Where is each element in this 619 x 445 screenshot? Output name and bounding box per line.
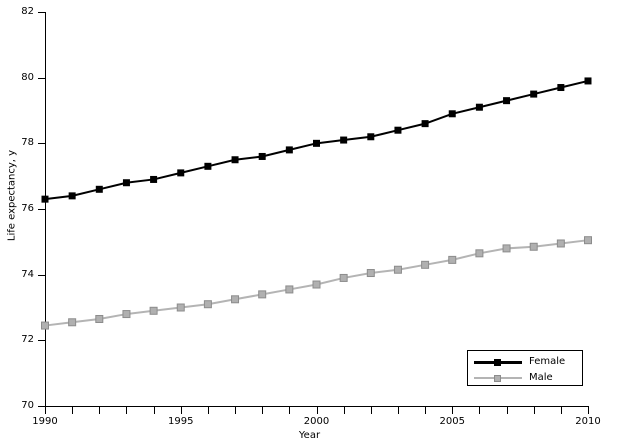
data-point [122,310,131,319]
x-axis-tick-label: 2010 [575,416,601,427]
data-point [176,303,185,312]
y-axis-line [45,12,46,406]
data-point [95,314,104,323]
x-axis-tick [533,407,535,414]
x-axis-tick [560,407,562,414]
data-point [41,321,49,330]
data-point [258,152,266,160]
data-point [584,236,592,245]
y-axis-tick [38,274,45,276]
data-point [285,146,293,154]
data-point [448,255,457,264]
data-point [529,242,538,251]
data-point [556,239,565,248]
x-axis-tick-label: 2005 [439,416,465,427]
y-axis-tick-label: 72 [21,334,34,346]
data-point [394,126,402,134]
x-axis-tick [370,407,372,414]
x-axis-tick-label: 2000 [303,416,330,427]
x-axis-tick [289,407,291,414]
legend-swatch-female [474,356,522,368]
x-axis-tick [397,407,399,414]
legend-swatch-male [474,372,522,384]
data-point [95,185,103,193]
data-point [339,273,348,282]
data-point [231,156,239,164]
series-male [41,236,592,330]
data-point [122,179,130,187]
chart-legend: Female Male [467,350,583,386]
x-axis-tick-label: 1995 [168,416,194,427]
legend-marker-male [494,375,501,382]
x-axis-tick [207,407,209,414]
data-point [312,280,321,289]
legend-marker-female [494,359,501,366]
data-point [584,77,592,85]
data-point [475,103,483,111]
data-point [68,318,77,327]
series-female [41,77,592,203]
data-point [313,139,320,147]
y-axis-tick-label: 76 [21,203,34,214]
data-point [258,290,267,299]
x-axis-tick-label: 1990 [32,416,58,427]
data-point [150,175,158,183]
data-point [177,169,185,177]
data-point [448,110,456,118]
data-point [421,260,430,269]
legend-item-female: Female [474,355,565,369]
data-point [41,195,49,203]
data-point [367,133,375,141]
data-point [530,90,538,98]
x-axis-tick [72,407,74,414]
data-point [204,162,212,170]
x-axis-line [45,406,589,407]
data-point [366,269,375,278]
data-point [393,265,402,274]
x-axis-tick [479,407,481,414]
x-axis-tick [45,407,46,414]
y-axis-tick-label: 82 [21,6,34,17]
data-point [285,285,294,294]
y-axis-tick [38,143,45,145]
legend-label-male: Male [529,372,553,383]
y-axis-tick-label: 74 [21,268,34,280]
data-point [503,97,511,105]
x-axis-tick [126,407,128,414]
x-axis-tick [180,407,182,414]
data-point [502,244,511,253]
y-axis-tick [38,406,45,407]
x-axis-tick [425,407,427,414]
x-axis-tick [262,407,264,414]
data-point [557,84,565,92]
data-point [68,192,76,200]
data-point [421,120,429,128]
y-axis-tick [38,209,45,210]
x-axis-tick [452,407,454,414]
legend-label-female: Female [529,356,566,367]
y-axis-tick-label: 70 [21,400,34,411]
x-axis-tick [343,407,345,414]
x-axis-tick [235,407,237,414]
data-point [475,249,484,258]
x-axis-tick [316,407,318,414]
x-axis-tick [99,407,101,414]
legend-item-male: Male [474,371,553,385]
x-axis-tick [588,407,589,414]
y-axis-tick [38,12,45,13]
data-point [149,306,158,315]
y-axis-label: Life expectancy, y [6,149,18,242]
data-point [231,295,240,304]
data-point [340,136,348,144]
y-axis-tick [38,77,45,79]
y-axis-tick-label: 80 [21,71,34,83]
y-axis-tick [38,340,45,342]
data-point [203,300,212,309]
x-axis-label: Year [298,430,321,441]
x-axis-tick [506,407,508,414]
y-axis-tick-label: 78 [21,137,34,149]
x-axis-tick [153,407,155,414]
